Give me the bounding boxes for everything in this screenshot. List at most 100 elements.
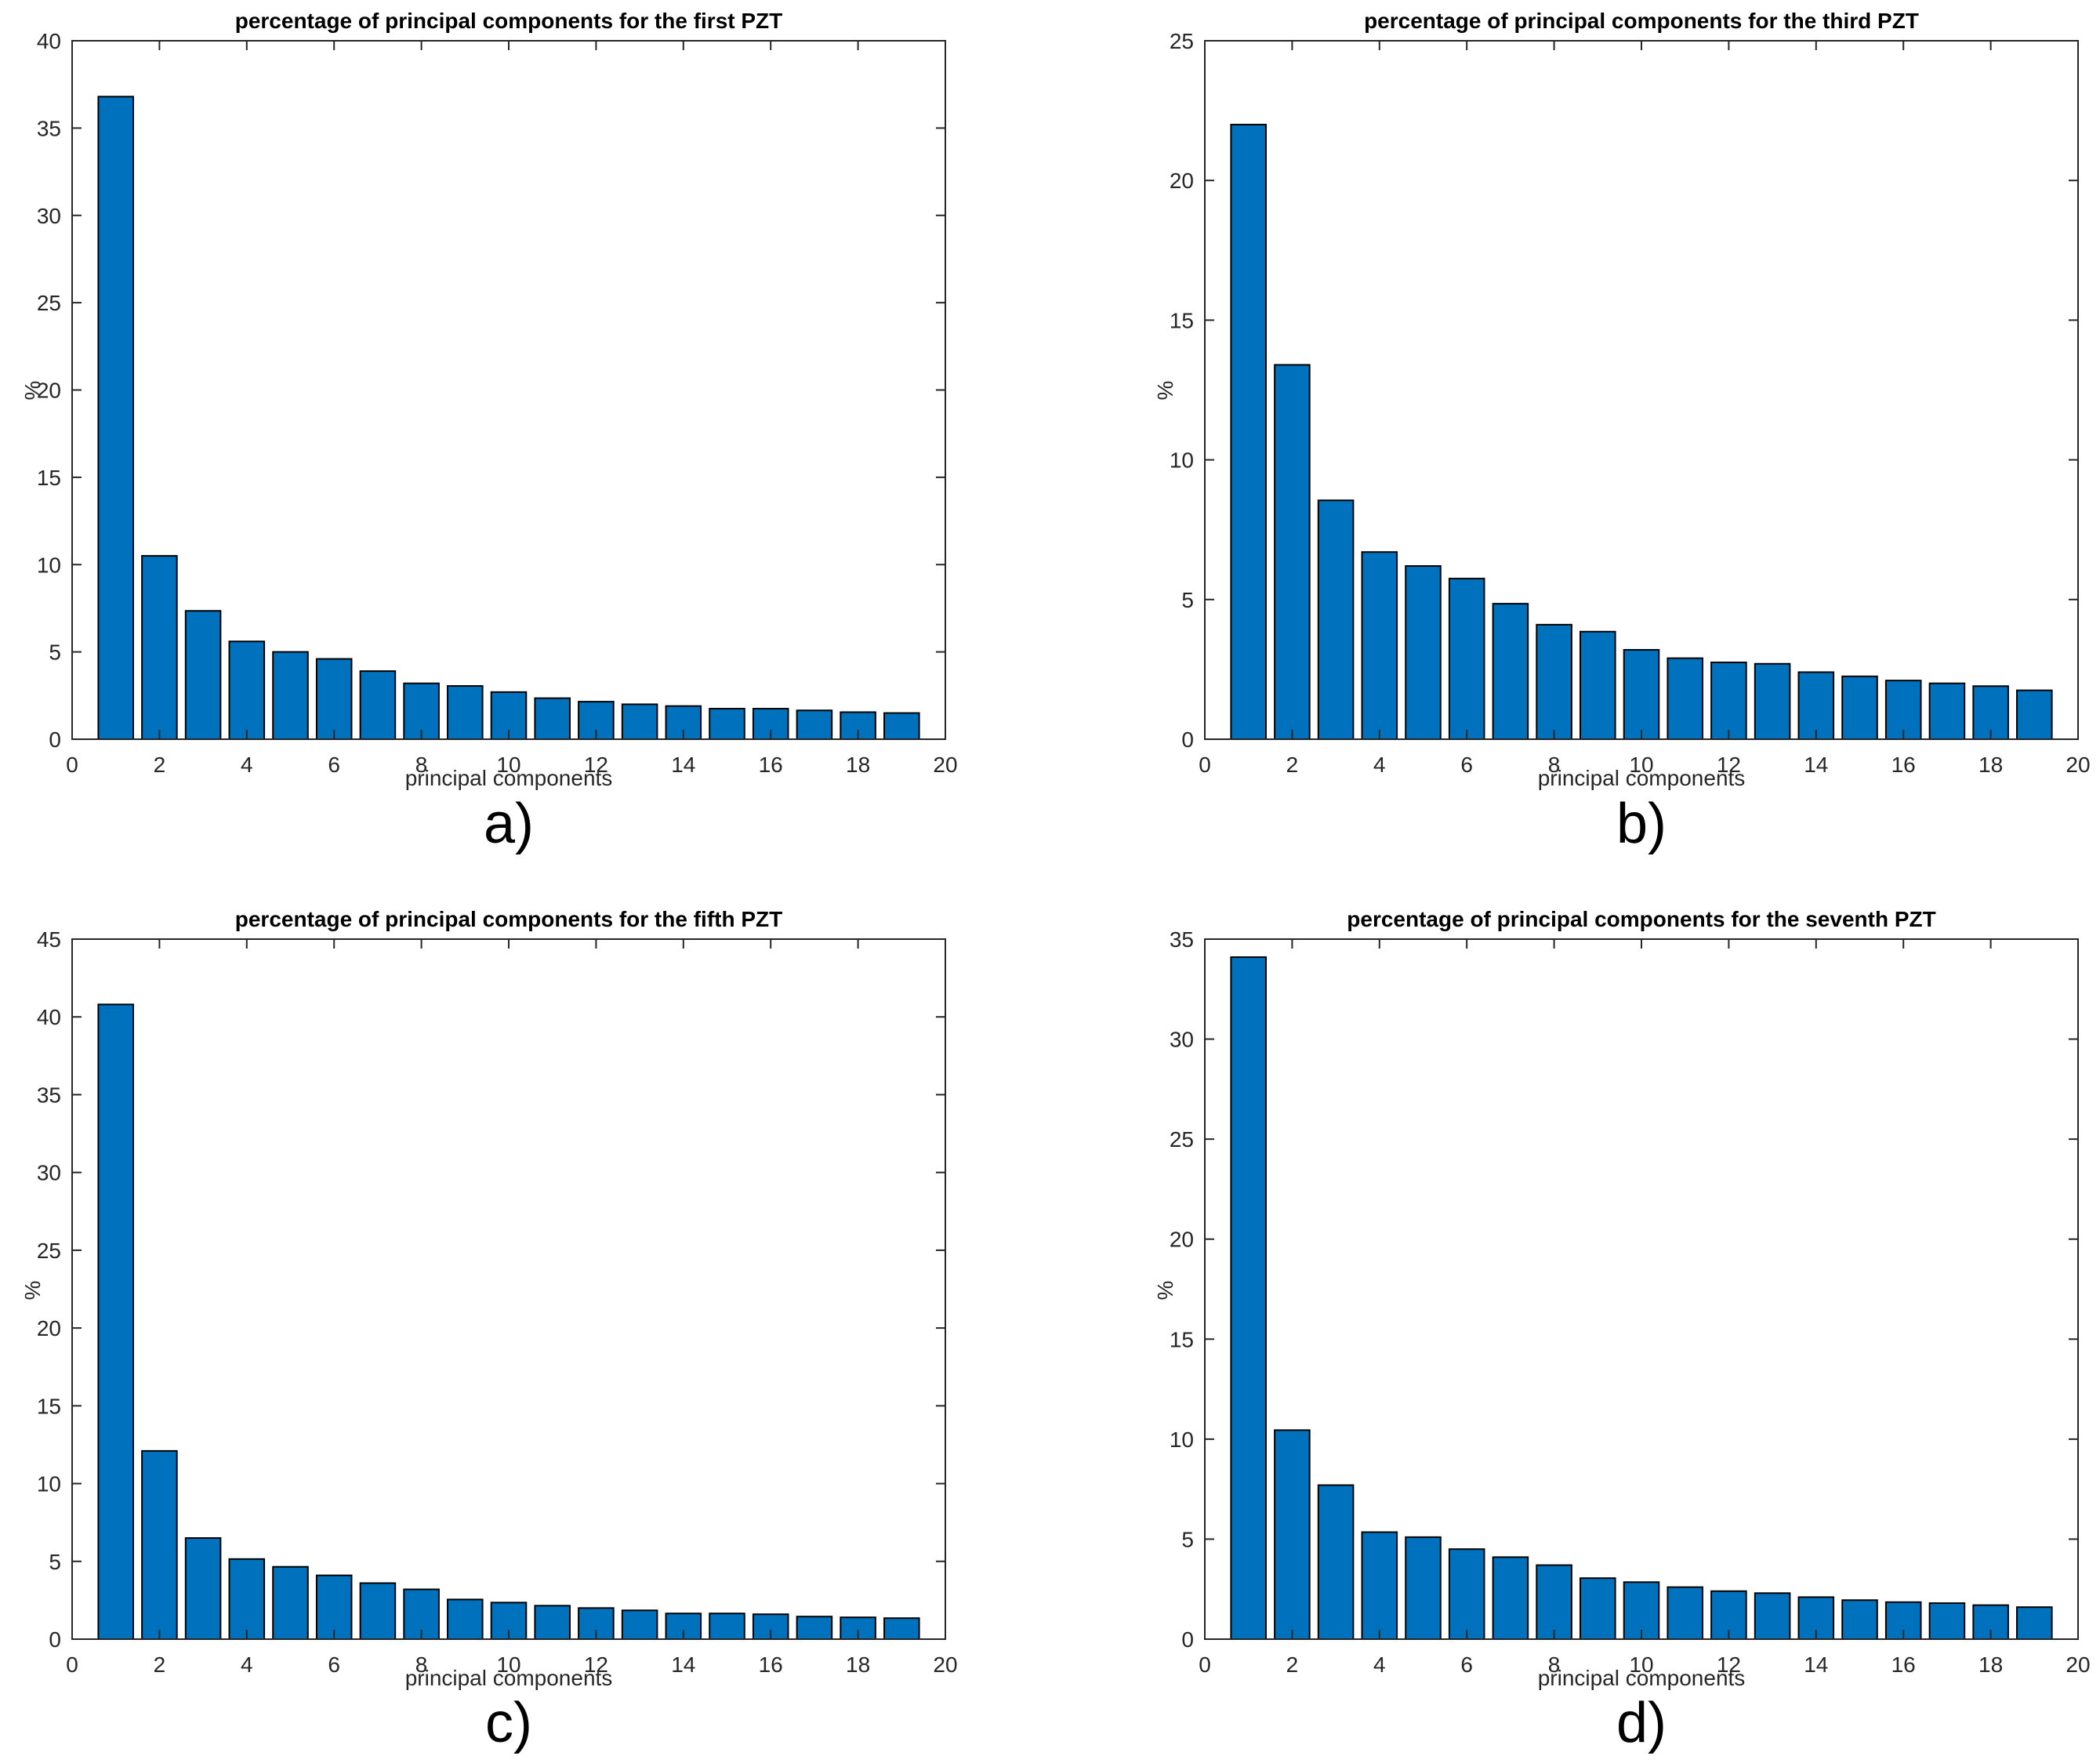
bar: [1536, 1564, 1572, 1641]
x-tick-label: 10: [1629, 753, 1653, 777]
y-tick-label: 15: [37, 466, 61, 490]
bar: [359, 1582, 397, 1640]
bar: [1928, 1602, 1966, 1640]
x-tick-label: 16: [759, 1652, 783, 1677]
bar: [447, 685, 484, 741]
y-tick-label: 25: [1170, 29, 1194, 53]
bar: [1536, 623, 1572, 740]
y-tick-label: 15: [37, 1394, 61, 1418]
bar: [1317, 1484, 1355, 1640]
y-tick-label: 10: [37, 1472, 61, 1496]
x-tick-label: 18: [846, 753, 870, 777]
bar: [796, 709, 833, 741]
bar: [228, 640, 266, 741]
x-tick-label: 2: [1286, 753, 1299, 777]
chart-title: percentage of principal components for t…: [1347, 907, 1936, 931]
x-tick-label: 12: [584, 753, 608, 777]
x-tick-label: 20: [2066, 753, 2090, 777]
bar: [272, 1565, 309, 1640]
bar: [1492, 603, 1529, 740]
x-tick-label: 6: [1460, 1652, 1473, 1677]
bar: [709, 708, 745, 740]
y-tick-label: 5: [49, 1550, 61, 1574]
y-tick-label: 20: [1170, 1228, 1194, 1252]
y-tick-label: 45: [37, 927, 61, 952]
bar: [1361, 551, 1398, 740]
x-tick-label: 10: [1629, 1652, 1653, 1677]
x-tick-label: 8: [1548, 1652, 1561, 1677]
x-tick-label: 6: [1460, 753, 1473, 777]
bar: [1274, 1429, 1311, 1641]
chart-panel-a: 0 2 4 6 8 10 12 14 16 18 20 0 5 10 15 20 25 30 35 40 percen…: [0, 0, 1050, 881]
x-tick-label: 4: [1373, 753, 1386, 777]
y-tick-label: 0: [1181, 727, 1194, 752]
chart-panel-b: 0 2 4 6 8 10 12 14 16 18 20 0 5 10 15 20 25 percentage o…: [1050, 0, 2100, 881]
bar: [1492, 1556, 1529, 1640]
x-tick-label: 8: [415, 753, 428, 777]
y-tick-label: 30: [37, 204, 61, 228]
y-tick-label: 25: [37, 291, 61, 315]
y-tick-label: 35: [37, 1083, 61, 1107]
bar-chart-d: 0 2 4 6 8 10 12 14 16 18 20 0 5 10 15 20 25 30 35: [1170, 927, 2091, 1677]
bar: [1710, 661, 1747, 740]
x-tick-label: 8: [415, 1652, 428, 1677]
x-tick-label: 14: [1804, 753, 1828, 777]
chart-title: percentage of principal components for t…: [234, 907, 783, 931]
y-tick-label: 25: [37, 1239, 61, 1263]
bar: [141, 555, 178, 740]
bar: [1230, 956, 1267, 1641]
y-tick-label: 10: [1170, 448, 1194, 473]
x-tick-label: 0: [66, 753, 78, 777]
x-tick-label: 20: [933, 753, 957, 777]
y-tick-label: 10: [1170, 1427, 1194, 1452]
y-tick-label: 5: [1181, 588, 1194, 612]
x-tick-label: 10: [496, 1652, 520, 1677]
bar-chart-c: 0 2 4 6 8 10 12 14 16 18 20 0 5 10 15 20 25 30 35 40 45: [37, 927, 958, 1677]
chart-panel-c: 0 2 4 6 8 10 12 14 16 18 20 0 5 10 15 20 25 30 35 40 45 perc…: [0, 881, 1050, 1763]
bar: [1841, 1599, 1878, 1640]
bar: [359, 670, 397, 740]
y-tick-label: 10: [37, 553, 61, 577]
bar: [883, 1617, 920, 1641]
bar: [1317, 499, 1355, 740]
bar: [1623, 648, 1660, 741]
bar: [621, 1609, 658, 1641]
bar: [2016, 689, 2053, 741]
x-tick-label: 2: [154, 1652, 166, 1677]
x-tick-label: 2: [1286, 1652, 1299, 1677]
y-tick-label: 5: [1181, 1527, 1194, 1551]
bar: [534, 697, 571, 740]
x-tick-label: 16: [759, 753, 783, 777]
bar: [883, 712, 920, 741]
y-tick-label: 20: [1170, 169, 1194, 193]
bar-chart-a: 0 2 4 6 8 10 12 14 16 18 20 0 5 10 15 20 25 30 35 40: [37, 29, 958, 777]
y-tick-label: 20: [37, 1316, 61, 1340]
bar-chart-b: 0 2 4 6 8 10 12 14 16 18 20 0 5 10 15 20 25: [1170, 29, 2091, 777]
y-tick-label: 30: [1170, 1028, 1194, 1052]
bar: [184, 610, 222, 740]
x-tick-label: 0: [66, 1652, 78, 1677]
bar: [97, 96, 134, 740]
x-tick-label: 18: [1978, 753, 2003, 777]
bar: [315, 658, 353, 740]
x-tick-label: 14: [671, 1652, 695, 1677]
bar: [315, 1574, 353, 1640]
y-tick-label: 35: [37, 116, 61, 140]
x-tick-label: 4: [1373, 1652, 1386, 1677]
bar: [184, 1537, 222, 1640]
subfigure-caption-c: c): [485, 1692, 532, 1754]
x-tick-label: 18: [1978, 1652, 2003, 1677]
bar: [1448, 578, 1485, 740]
x-tick-label: 16: [1891, 1652, 1916, 1677]
x-tick-label: 14: [1804, 1652, 1828, 1677]
bar: [447, 1598, 484, 1640]
x-tick-label: 0: [1199, 753, 1211, 777]
x-tick-label: 6: [328, 1652, 340, 1677]
bar: [1361, 1531, 1398, 1641]
bar: [1405, 1536, 1442, 1640]
chart-title: percentage of principal components for t…: [1364, 9, 1919, 33]
x-tick-label: 4: [241, 1652, 253, 1677]
x-tick-label: 18: [846, 1652, 870, 1677]
y-tick-label: 0: [49, 727, 61, 752]
